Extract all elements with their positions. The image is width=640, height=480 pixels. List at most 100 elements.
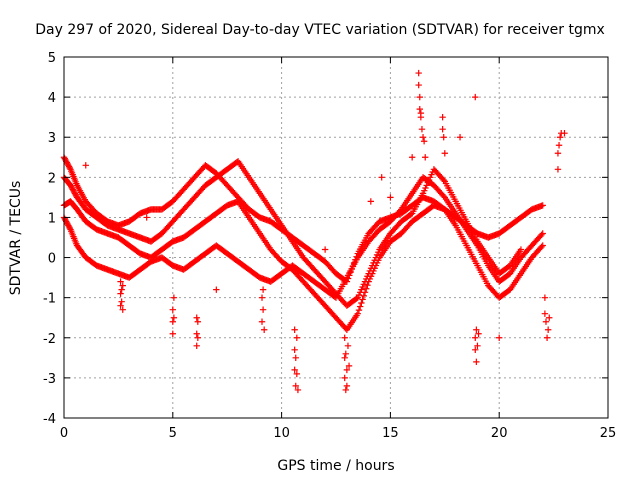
data-point [472, 93, 479, 101]
y-tick-label: -4 [43, 412, 56, 427]
data-point [555, 142, 563, 149]
data-point [355, 306, 363, 314]
data-point [543, 334, 551, 341]
data-point [408, 154, 416, 161]
data-point [66, 164, 74, 172]
data-point [415, 69, 422, 77]
data-point [341, 374, 348, 382]
data-point [440, 176, 447, 184]
y-tick-label: -1 [43, 292, 56, 307]
data-point [364, 281, 371, 289]
data-point [554, 166, 562, 173]
data-point [561, 130, 568, 137]
data-point [361, 289, 369, 296]
y-axis-title: SDTVAR / TECUs [8, 181, 24, 296]
data-point [117, 302, 124, 309]
data-point [293, 334, 301, 341]
data-point [259, 286, 267, 293]
data-point [544, 326, 552, 333]
data-point [292, 382, 299, 390]
data-point [169, 318, 176, 325]
data-point [419, 134, 427, 141]
x-axis-title: GPS time / hours [277, 458, 394, 474]
data-point [473, 358, 480, 366]
data-point [344, 342, 352, 349]
data-point [293, 370, 301, 378]
y-tick-label: 5 [48, 51, 56, 66]
plot-frame [63, 56, 609, 419]
y-tick-label: 3 [48, 131, 56, 146]
data-point [541, 310, 549, 317]
data-point [358, 299, 365, 307]
data-point [170, 294, 178, 301]
data-point [119, 282, 126, 289]
data-point [82, 162, 89, 169]
data-point [353, 295, 360, 302]
data-point [213, 286, 220, 293]
data-point [354, 310, 361, 317]
data-point [169, 330, 176, 337]
x-tick-label: 15 [382, 426, 399, 441]
data-point [387, 194, 394, 201]
data-point [475, 330, 482, 337]
ticks-layer: 0 5 10 15 20 25 -4 -3 -2 -1 0 1 2 3 4 5 [43, 51, 616, 441]
x-tick-label: 5 [169, 426, 177, 441]
x-tick-label: 0 [60, 426, 68, 441]
data-point [258, 318, 266, 325]
y-tick-label: -2 [43, 332, 56, 347]
data-point [359, 296, 366, 303]
data-point [170, 314, 178, 321]
data-point [342, 386, 349, 394]
data-point [118, 286, 125, 293]
y-tick-label: -3 [43, 372, 56, 387]
data-point [341, 334, 348, 341]
data-point [194, 334, 202, 341]
data-point [554, 150, 562, 157]
data-point [416, 93, 423, 101]
y-tick-label: 1 [48, 211, 56, 226]
data-point [321, 246, 329, 253]
data-point [473, 326, 480, 333]
data-point [496, 334, 503, 341]
data-point [418, 126, 426, 133]
y-tick-label: 2 [48, 171, 56, 186]
data-point [66, 224, 74, 232]
data-point [417, 113, 425, 121]
data-point [342, 350, 349, 358]
data-point [367, 198, 375, 205]
data-points-layer [60, 69, 568, 394]
data-point [439, 126, 446, 133]
data-point [343, 366, 351, 374]
data-point [539, 230, 546, 237]
data-point [416, 105, 423, 113]
data-point [258, 294, 266, 301]
data-point [345, 362, 353, 370]
data-point [118, 298, 125, 305]
data-point [415, 81, 422, 89]
data-point [291, 366, 298, 374]
data-point [360, 292, 368, 300]
y-tick-label: 0 [48, 252, 56, 267]
data-point [556, 134, 564, 141]
data-point [169, 306, 176, 313]
data-point [356, 303, 364, 310]
data-point [341, 354, 348, 362]
data-point [474, 342, 481, 349]
data-point [378, 174, 385, 181]
data-point [292, 354, 299, 362]
data-point [193, 314, 200, 321]
data-point [538, 231, 545, 239]
data-point [542, 318, 550, 325]
data-point [517, 246, 525, 253]
data-point [420, 138, 428, 145]
data-point [291, 326, 298, 333]
data-point [260, 326, 268, 333]
data-point [472, 346, 479, 354]
data-point [546, 314, 553, 321]
chart-title: Day 297 of 2020, Sidereal Day-to-day VTE… [35, 22, 605, 38]
data-point [439, 113, 446, 121]
data-point [472, 334, 479, 341]
data-point [193, 342, 200, 349]
